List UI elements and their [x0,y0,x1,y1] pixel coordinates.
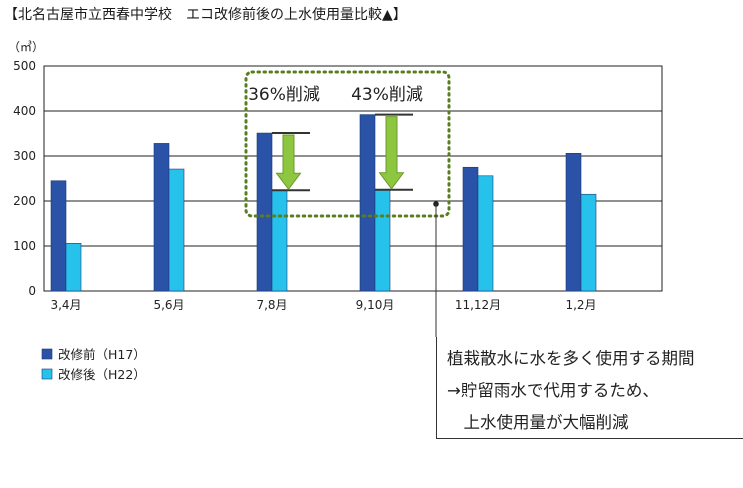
reduction-label: 36%削減 [248,85,320,105]
y-tick-label: 200 [13,194,36,208]
highlight-box [244,70,451,218]
y-tick-label: 400 [13,104,36,118]
note-line-1: 植栽散水に水を多く使用する期間 [447,349,695,368]
bar-before [565,153,582,292]
bar-after [271,189,288,292]
y-tick-label: 300 [13,149,36,163]
x-tick-label: 5,6月 [153,298,184,312]
bar-after [580,193,597,292]
y-tick-label: 100 [13,239,36,253]
legend-label: 改修前（H17） [58,347,146,362]
bar-before [256,132,273,292]
bar-before [462,166,479,292]
bar-before [359,114,376,292]
reduction-arrow [378,116,405,190]
note-callout-box [436,337,743,439]
reduction-label: 43%削減 [351,85,423,105]
legend-label: 改修後（H22） [58,367,146,382]
bar-after [477,175,494,292]
bar-after [65,243,82,292]
bar-before [153,143,170,292]
bar-after [168,168,185,292]
x-tick-label: 11,12月 [455,298,501,312]
bar-after [374,189,391,292]
x-tick-label: 9,10月 [356,298,395,312]
y-tick-label: 0 [28,284,36,298]
legend-swatch [41,368,53,380]
x-tick-label: 1,2月 [565,298,596,312]
note-line-2: →貯留雨水で代用するため、 [447,381,659,400]
note-line-3: 上水使用量が大幅削減 [447,413,629,432]
reduction-arrow [275,134,302,191]
x-tick-label: 3,4月 [50,298,81,312]
y-axis-unit-label: （㎥） [8,40,45,54]
plot-frame [43,65,663,292]
y-tick-label: 500 [13,59,36,73]
bar-before [50,180,67,292]
legend-swatch [41,348,53,360]
chart-title: 【北名古屋市立西春中学校 エコ改修前後の上水使用量比較▲】 [4,7,407,23]
x-tick-label: 7,8月 [256,298,287,312]
